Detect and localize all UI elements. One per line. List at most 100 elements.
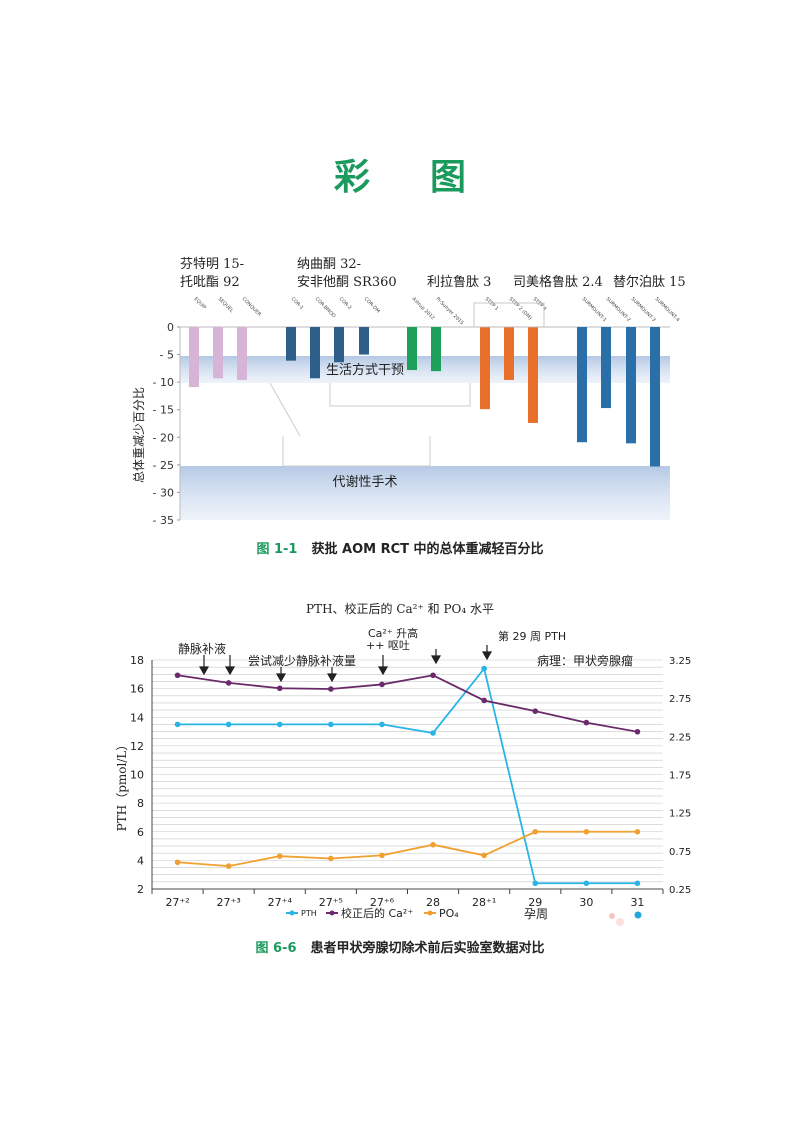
figure2-y-tick-label: 14: [130, 711, 144, 724]
figure2-y2-tick-label: 0.25: [669, 885, 691, 896]
figure2-x-tick-label: 30: [579, 896, 593, 909]
series-point-po4: [328, 855, 334, 862]
drug-group-5-line1: 替尔泊肽 15: [613, 275, 686, 290]
bar-label: EQUIP: [193, 296, 208, 311]
bar-label: CONQUER: [241, 296, 263, 318]
series-point-po4: [174, 859, 181, 866]
series-point-po4: [634, 828, 641, 835]
series-point-pth: [379, 721, 385, 728]
figure2-x-tick-label: 27⁺⁴: [268, 896, 293, 909]
decorative-dots: [609, 911, 642, 926]
series-point-ca: [583, 719, 590, 726]
bar-label: STEP 4: [532, 296, 548, 312]
bar-label: SURMOUNT-4: [654, 296, 681, 323]
figure1-y-tick-label: 0: [167, 321, 174, 334]
series-point-ca: [430, 672, 436, 679]
figure2-y2-tick-label: 1.75: [669, 771, 691, 782]
figure2-caption-number: 图 6-6: [255, 941, 297, 956]
series-point-po4: [276, 853, 283, 859]
legend: PTH 校正后的 Ca²⁺ PO₄: [286, 906, 459, 920]
series-point-ca: [634, 728, 641, 735]
series-point-pth: [276, 721, 283, 728]
series-line-pth: [177, 666, 638, 885]
figure2-y-tick-label: 12: [130, 740, 144, 753]
bar-label: SURMOUNT-3: [630, 296, 657, 323]
bar-astrup-2012: [407, 327, 417, 371]
bar-surmount-2: [601, 327, 611, 409]
bar-label: STEP 2 (DM): [508, 296, 533, 321]
series-point-pth: [583, 880, 590, 887]
figure2-x-tick-label: 27⁺³: [217, 896, 241, 909]
bar-label: COR-BMOD: [314, 296, 337, 319]
figure2-y2-tick-label: 3.25: [669, 656, 691, 667]
drug-group-3-line1: 利拉鲁肽 3: [427, 275, 491, 290]
series-point-po4: [583, 828, 590, 835]
series-line-po4: [177, 830, 638, 868]
drug-group-1-line2: 托吡酯 92: [180, 275, 240, 290]
annotation-arrows: [198, 645, 493, 683]
figure2-y-tick-label: 4: [137, 854, 144, 867]
figure1-y-tick-label: - 30: [153, 486, 174, 499]
bar-label: SURMOUNT-1: [581, 296, 608, 323]
legend-po4: PO₄: [439, 907, 459, 920]
series-point-ca: [328, 686, 334, 692]
bar-cor-dm: [359, 327, 369, 355]
figure1-y-tick-label: - 25: [153, 459, 174, 472]
bar-label: COR-1: [290, 296, 305, 311]
series-point-ca: [481, 697, 487, 704]
figure2-x-tick-label: 27⁺⁶: [370, 896, 395, 909]
figure1-y-tick-label: - 20: [153, 431, 174, 444]
legend-pth: PTH: [301, 909, 317, 918]
series-point-po4: [225, 863, 232, 869]
bar-label: Astrup 2012: [411, 296, 436, 321]
bar-label: STEP 1: [484, 296, 500, 312]
drug-group-4-line1: 司美格鲁肽 2.4: [513, 274, 603, 290]
annotation-reduce-iv: 尝试减少静脉补液量: [248, 653, 356, 668]
bar-label: COR-2: [338, 296, 353, 311]
figure2-y2-tick-label: 2.75: [669, 694, 691, 705]
figure2-x-tick-label: 29: [528, 896, 542, 909]
series-point-ca: [276, 685, 283, 692]
bar-label: SEQUEL: [217, 296, 235, 314]
figure1-y-tick-label: - 10: [153, 376, 174, 389]
series-point-pth: [225, 721, 232, 728]
bar-cor-2: [334, 327, 344, 363]
bar-conquer: [237, 327, 247, 380]
figure-1-chart: 芬特明 15- 托吡酯 92 纳曲酮 32- 安非他酮 SR360 利拉鲁肽 3…: [132, 257, 686, 527]
figure1-y-tick-label: - 5: [160, 349, 174, 362]
series-point-pth: [328, 721, 334, 728]
figure-6-6-chart: PTH、校正后的 Ca²⁺ 和 PO₄ 水平 2 4 6 8 10 12 14 16 18 0.2…: [115, 601, 691, 926]
figure2-y-tick-label: 16: [130, 683, 144, 696]
bar-sequel: [213, 327, 223, 379]
figure1-caption-text: 获批 AOM RCT 中的总体重减轻百分比: [311, 542, 544, 557]
series-point-ca: [174, 672, 181, 679]
bar-pi-sunyer-2015: [431, 327, 441, 372]
drug-group-2-line2: 安非他酮 SR360: [297, 275, 397, 290]
bar-step-1: [480, 327, 490, 410]
series-point-pth: [532, 880, 539, 887]
figure2-xlabel: 孕周: [524, 907, 548, 921]
drug-group-2-line1: 纳曲酮 32-: [297, 257, 361, 272]
series-line-ca: [177, 674, 638, 733]
bar-surmount-1: [577, 327, 587, 443]
bar-surmount-3: [626, 327, 636, 444]
decorative-connector: [269, 382, 471, 467]
figure2-y2-tick-label: 0.75: [669, 847, 691, 858]
series-point-po4: [532, 828, 539, 835]
figure1-y-tick-label: - 15: [153, 404, 174, 417]
figure2-x-tick-label: 27⁺²: [165, 896, 189, 909]
figure2-y2-tick-label: 1.25: [669, 809, 691, 820]
figure2-ylabel: PTH（pmol/L）: [115, 739, 129, 832]
figure1-caption-number: 图 1-1: [256, 542, 298, 557]
figure1-ylabel: 总体重减少百分比: [132, 387, 146, 483]
lifestyle-band-label: 生活方式干预: [326, 362, 404, 378]
figure2-x-tick-label: 31: [630, 896, 644, 909]
surgery-band: [180, 466, 670, 520]
series-point-ca: [379, 681, 385, 688]
legend-ca: 校正后的 Ca²⁺: [341, 906, 413, 920]
bar-cor-1: [286, 327, 296, 361]
annotation-vomiting: ++ 呕吐: [366, 639, 410, 652]
series-point-pth: [481, 665, 487, 672]
bar-label: Pi-Sunyer 2015: [435, 296, 465, 326]
figure1-caption: 图 1-1 获批 AOM RCT 中的总体重减轻百分比: [0, 538, 800, 557]
